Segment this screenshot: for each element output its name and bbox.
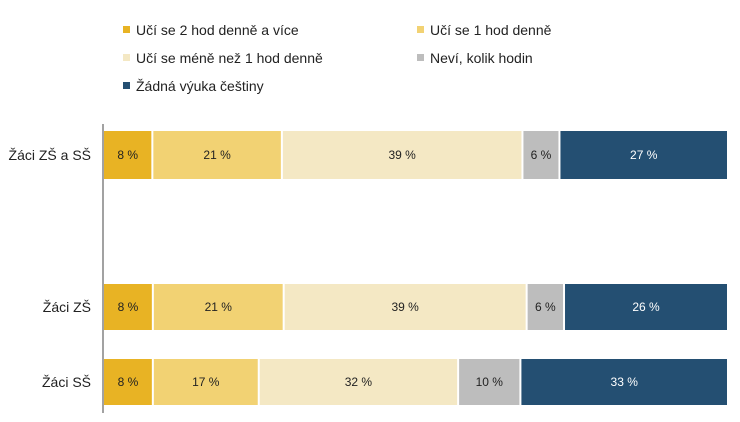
bar-segment-r2-s2 — [153, 284, 283, 330]
data-label-r1-s3: 39 % — [388, 148, 416, 162]
data-label-r3-s5: 33 % — [611, 375, 639, 389]
bar-segment-r2-s3 — [284, 284, 526, 330]
row-label-2: Žáci ZŠ — [43, 299, 91, 315]
bar-segment-r1-s4 — [523, 131, 559, 179]
legend-label-3: Učí se méně než 1 hod denně — [136, 50, 323, 66]
data-label-r2-s4: 6 % — [535, 300, 556, 314]
legend-label-4: Neví, kolik hodin — [430, 50, 533, 66]
row-label-3: Žáci SŠ — [42, 374, 91, 390]
data-label-r2-s2: 21 % — [205, 300, 233, 314]
bar-segment-r1-s1 — [104, 131, 152, 179]
data-label-r2-s5: 26 % — [632, 300, 660, 314]
data-label-r3-s1: 8 % — [118, 375, 139, 389]
bar-segment-r2-s4 — [527, 284, 564, 330]
legend-label-1: Učí se 2 hod denně a více — [136, 22, 299, 38]
bar-segment-r3-s2 — [153, 359, 258, 405]
bar-segment-r2-s5 — [565, 284, 727, 330]
data-label-r2-s3: 39 % — [391, 300, 419, 314]
legend-swatch-5 — [123, 82, 130, 89]
data-label-r1-s1: 8 % — [117, 148, 138, 162]
bar-segment-r3-s4 — [459, 359, 520, 405]
data-label-r1-s2: 21 % — [203, 148, 231, 162]
bar-segment-r3-s5 — [521, 359, 727, 405]
bar-segment-r1-s2 — [153, 131, 281, 179]
bar-segment-r3-s1 — [104, 359, 152, 405]
legend-swatch-3 — [123, 54, 130, 61]
bar-segment-r2-s1 — [104, 284, 152, 330]
data-label-r3-s4: 10 % — [476, 375, 504, 389]
data-label-r3-s2: 17 % — [192, 375, 220, 389]
row-label-1: Žáci ZŠ a SŠ — [9, 147, 91, 163]
bar-segment-r1-s5 — [560, 131, 727, 179]
data-label-r2-s1: 8 % — [118, 300, 139, 314]
data-label-r1-s5: 27 % — [630, 148, 658, 162]
data-label-r1-s4: 6 % — [531, 148, 552, 162]
legend-swatch-4 — [417, 54, 424, 61]
data-label-r3-s3: 32 % — [345, 375, 373, 389]
legend-label-5: Žádná výuka češtiny — [136, 78, 264, 94]
legend-swatch-2 — [417, 26, 424, 33]
legend-swatch-1 — [123, 26, 130, 33]
bar-segment-r3-s3 — [259, 359, 458, 405]
legend-label-2: Učí se 1 hod denně — [430, 22, 552, 38]
bar-segment-r1-s3 — [282, 131, 522, 179]
